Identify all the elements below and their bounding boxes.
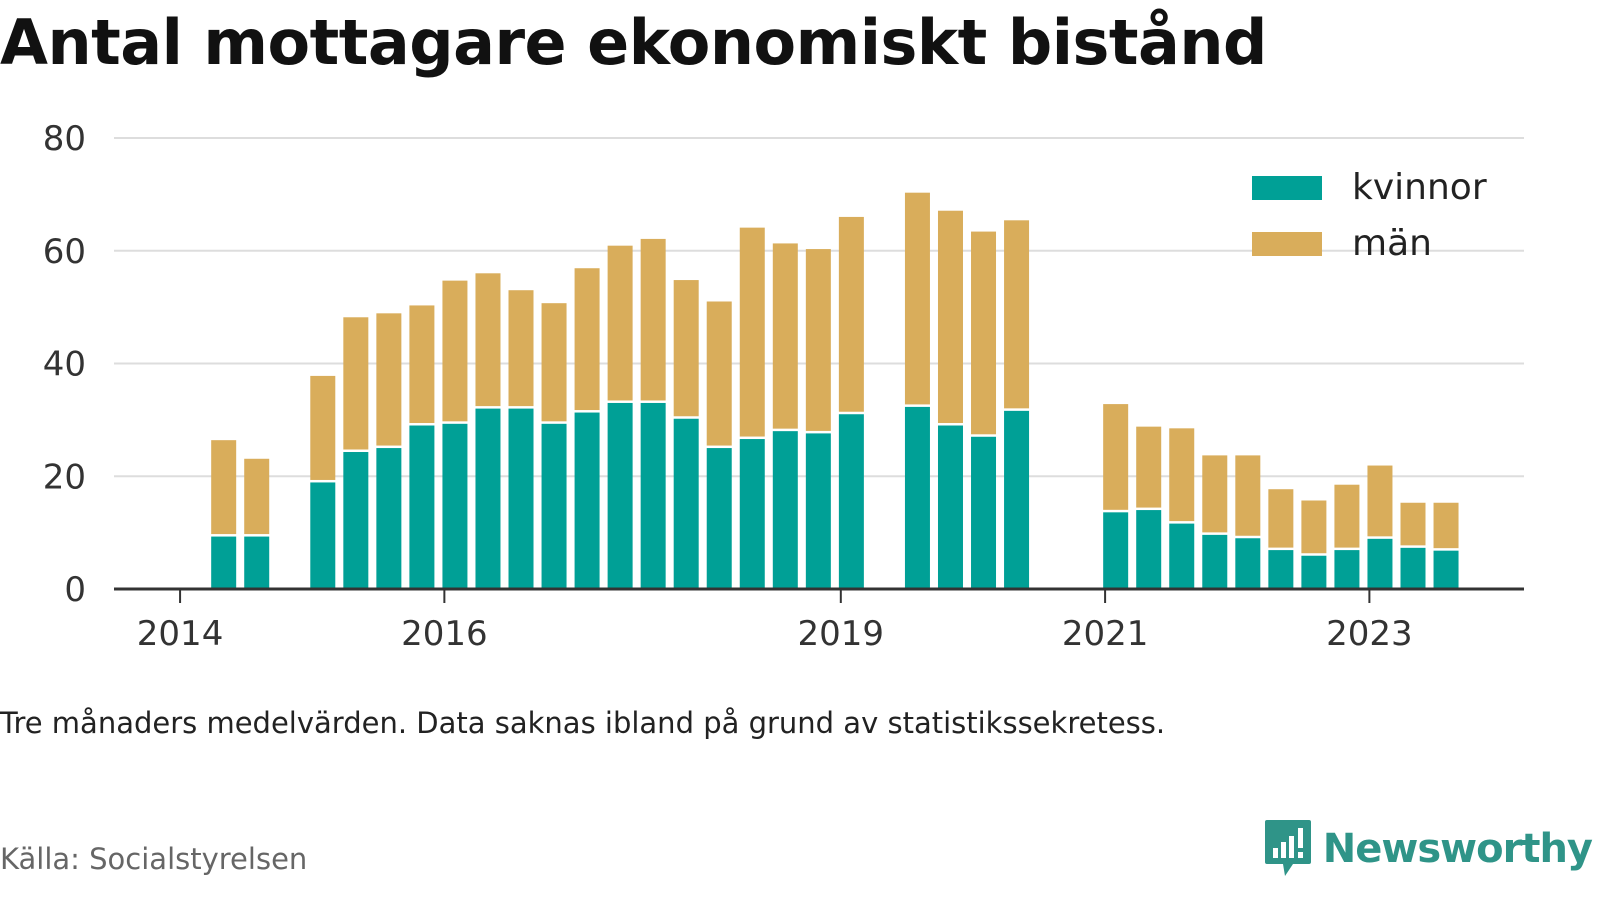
bar-kvinnor bbox=[1169, 523, 1195, 589]
bar-kvinnor bbox=[1400, 547, 1426, 589]
x-tick-label: 2016 bbox=[401, 614, 488, 654]
bar-kvinnor bbox=[1202, 534, 1228, 589]
bar-man bbox=[1202, 455, 1228, 533]
bar-man bbox=[1334, 484, 1360, 548]
x-tick-label: 2019 bbox=[798, 614, 885, 654]
bar-kvinnor bbox=[574, 412, 600, 589]
bar-kvinnor bbox=[1235, 538, 1261, 589]
bar-man bbox=[244, 458, 270, 535]
bar-kvinnor bbox=[805, 433, 831, 589]
bar-kvinnor bbox=[475, 408, 501, 589]
bar-man bbox=[211, 440, 237, 535]
bar-kvinnor bbox=[1004, 410, 1030, 589]
bar-kvinnor bbox=[442, 423, 468, 589]
bar-man bbox=[673, 280, 699, 417]
bar-man bbox=[1235, 455, 1261, 536]
bar-man bbox=[475, 273, 501, 407]
bar-man bbox=[739, 227, 765, 437]
bar-kvinnor bbox=[673, 418, 699, 589]
bar-man bbox=[640, 238, 666, 401]
bar-man bbox=[937, 210, 963, 424]
legend: kvinnor män bbox=[1252, 167, 1487, 264]
bar-kvinnor bbox=[772, 431, 798, 589]
bar-kvinnor bbox=[541, 423, 567, 589]
bars bbox=[211, 192, 1459, 589]
bar-man bbox=[574, 268, 600, 411]
bar-kvinnor bbox=[1268, 550, 1294, 589]
bar-man bbox=[772, 243, 798, 429]
bar-kvinnor bbox=[1433, 550, 1459, 589]
bar-man bbox=[971, 231, 997, 435]
bar-man bbox=[508, 290, 534, 407]
y-tick-label: 20 bbox=[43, 457, 86, 497]
bar-man bbox=[1367, 465, 1393, 537]
bar-man bbox=[1400, 502, 1426, 546]
bar-man bbox=[1301, 500, 1327, 554]
bar-man bbox=[541, 303, 567, 422]
x-tick-label: 2021 bbox=[1062, 614, 1149, 654]
bar-man bbox=[343, 317, 369, 450]
bar-man bbox=[442, 280, 468, 422]
chart-note: Tre månaders medelvärden. Data saknas ib… bbox=[0, 706, 1166, 740]
y-tick-label: 0 bbox=[64, 570, 86, 610]
bar-kvinnor bbox=[607, 402, 633, 589]
bar-man bbox=[409, 305, 435, 424]
bar-kvinnor bbox=[1136, 510, 1162, 589]
y-tick-label: 80 bbox=[43, 119, 86, 159]
x-axis-ticks: 2014 2016 2019 2021 2023 bbox=[137, 589, 1413, 654]
bar-man bbox=[1004, 220, 1030, 409]
y-tick-label: 60 bbox=[43, 232, 86, 272]
bar-man bbox=[904, 192, 930, 405]
chart-title: Antal mottagare ekonomiskt bistånd bbox=[0, 6, 1267, 79]
legend-label-kvinnor: kvinnor bbox=[1352, 167, 1487, 208]
bar-kvinnor bbox=[376, 448, 402, 589]
bar-man bbox=[376, 313, 402, 446]
bar-man bbox=[1433, 502, 1459, 549]
bar-man bbox=[805, 249, 831, 431]
bar-kvinnor bbox=[838, 414, 864, 589]
source-label: Källa: Socialstyrelsen bbox=[0, 842, 308, 876]
bar-kvinnor bbox=[343, 452, 369, 589]
bar-kvinnor bbox=[971, 436, 997, 589]
y-tick-label: 40 bbox=[43, 345, 86, 385]
bar-man bbox=[838, 216, 864, 412]
newsworthy-logo-icon bbox=[1264, 820, 1311, 876]
bar-kvinnor bbox=[1301, 555, 1327, 589]
bar-kvinnor bbox=[640, 402, 666, 589]
bar-man bbox=[1169, 428, 1195, 522]
bar-man bbox=[1268, 489, 1294, 548]
bar-kvinnor bbox=[310, 482, 336, 589]
bar-man bbox=[310, 375, 336, 480]
brand-name: Newsworthy bbox=[1322, 826, 1593, 872]
bar-kvinnor bbox=[409, 425, 435, 589]
bar-kvinnor bbox=[739, 439, 765, 589]
bar-kvinnor bbox=[706, 448, 732, 589]
chart-area: 0 20 40 60 80 2014 2016 2019 2021 2023 kvinnor m… bbox=[43, 119, 1524, 654]
bar-kvinnor bbox=[1334, 550, 1360, 589]
y-axis-ticks: 0 20 40 60 80 bbox=[43, 119, 86, 610]
bar-kvinnor bbox=[508, 408, 534, 589]
legend-label-man: män bbox=[1352, 223, 1432, 264]
x-tick-label: 2023 bbox=[1326, 614, 1413, 654]
bar-kvinnor bbox=[1103, 512, 1129, 589]
bar-man bbox=[706, 301, 732, 446]
bar-kvinnor bbox=[1367, 538, 1393, 589]
x-tick-label: 2014 bbox=[137, 614, 224, 654]
brand-logo: Newsworthy bbox=[1263, 818, 1593, 880]
legend-swatch-kvinnor bbox=[1252, 176, 1322, 200]
bar-man bbox=[1136, 426, 1162, 508]
bar-kvinnor bbox=[904, 406, 930, 589]
bar-man bbox=[607, 245, 633, 401]
legend-swatch-man bbox=[1252, 232, 1322, 256]
bar-kvinnor bbox=[937, 425, 963, 589]
bar-man bbox=[1103, 404, 1129, 510]
bar-kvinnor bbox=[244, 536, 270, 589]
bar-kvinnor bbox=[211, 536, 237, 589]
